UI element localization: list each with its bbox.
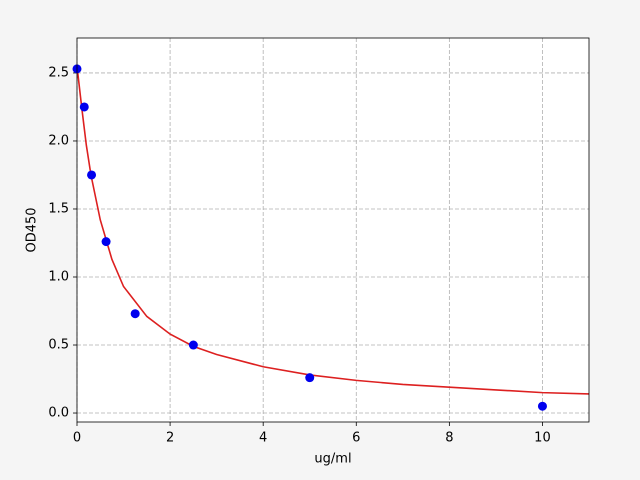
- y-tick-label: 1.0: [48, 269, 69, 284]
- y-tick-label: 0.0: [48, 406, 69, 421]
- y-axis-label: OD450: [25, 207, 40, 252]
- y-tick-label: 2.5: [48, 65, 69, 80]
- data-point: [130, 309, 140, 319]
- plot-area: [77, 38, 589, 422]
- x-tick-label: 8: [445, 431, 453, 446]
- data-point: [305, 373, 315, 383]
- x-tick-label: 10: [534, 431, 551, 446]
- y-tick-label: 0.5: [48, 338, 69, 353]
- y-tick-label: 1.5: [48, 201, 69, 216]
- data-point: [87, 170, 97, 180]
- x-axis-label: ug/ml: [314, 452, 351, 467]
- data-point: [79, 102, 89, 112]
- data-point: [188, 340, 198, 350]
- x-tick-label: 2: [166, 431, 174, 446]
- x-tick-label: 6: [352, 431, 360, 446]
- data-point: [537, 401, 547, 411]
- y-tick-label: 2.0: [48, 133, 69, 148]
- x-tick-label: 0: [73, 431, 81, 446]
- data-point: [101, 237, 111, 247]
- x-tick-label: 4: [259, 431, 267, 446]
- plot-frame: [76, 37, 590, 423]
